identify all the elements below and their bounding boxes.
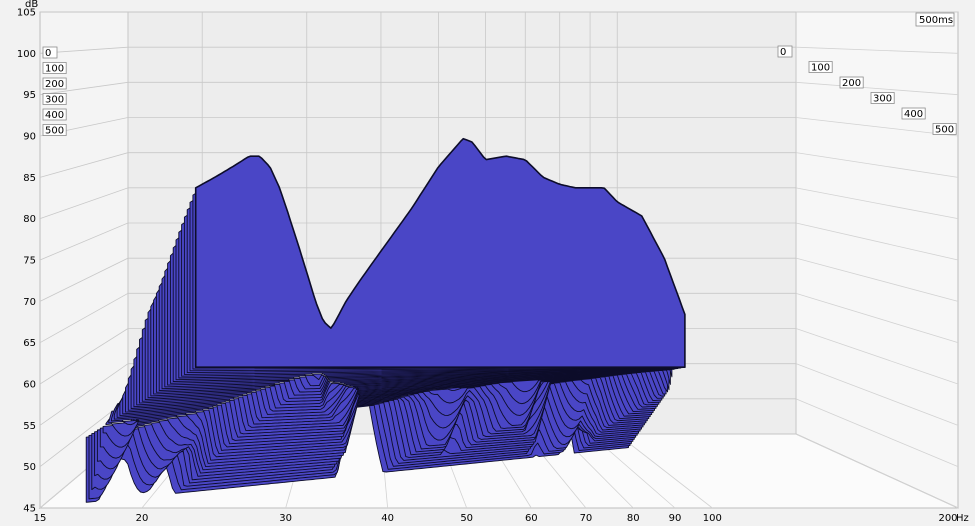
y-tick-label: 60 bbox=[23, 380, 36, 391]
time-label-right: 0 bbox=[780, 47, 786, 58]
x-tick-label: 40 bbox=[381, 513, 394, 524]
decay-slices bbox=[85, 137, 686, 503]
x-tick-label: 70 bbox=[580, 513, 593, 524]
axis-labels: dB Hz 45 50 55 60 65 70 75 80 85 90 95 100 105 15 20 30… bbox=[17, 0, 969, 524]
time-label-right: 200 bbox=[842, 78, 861, 89]
x-tick-label: 30 bbox=[279, 513, 292, 524]
y-tick-label: 45 bbox=[23, 504, 36, 515]
time-label-right: 500 bbox=[935, 125, 954, 136]
time-label-left: 500 bbox=[45, 126, 64, 137]
y-tick-label: 80 bbox=[23, 214, 36, 225]
y-tick-label: 95 bbox=[23, 90, 36, 101]
y-axis-unit: dB bbox=[25, 0, 38, 10]
time-label-right: 100 bbox=[811, 63, 830, 74]
time-label-left: 100 bbox=[45, 64, 64, 75]
x-tick-label: 100 bbox=[703, 513, 722, 524]
time-label-right: 300 bbox=[873, 94, 892, 105]
x-tick-label: 20 bbox=[136, 513, 149, 524]
y-tick-label: 105 bbox=[17, 8, 36, 19]
y-tick-label: 55 bbox=[23, 421, 36, 432]
time-label-left: 200 bbox=[45, 79, 64, 90]
x-tick-label: 80 bbox=[627, 513, 640, 524]
y-tick-label: 90 bbox=[23, 132, 36, 143]
x-axis-unit: Hz bbox=[956, 513, 969, 524]
y-tick-label: 50 bbox=[23, 462, 36, 473]
y-tick-label: 75 bbox=[23, 256, 36, 267]
time-corner-label: 500ms bbox=[919, 15, 953, 26]
x-tick-label: 200 bbox=[938, 513, 957, 524]
x-tick-label: 50 bbox=[460, 513, 473, 524]
y-tick-label: 85 bbox=[23, 173, 36, 184]
time-label-right: 400 bbox=[904, 109, 923, 120]
x-tick-label: 15 bbox=[34, 513, 47, 524]
decay-slice bbox=[194, 137, 686, 368]
y-tick-label: 65 bbox=[23, 338, 36, 349]
time-label-left: 300 bbox=[45, 95, 64, 106]
x-tick-label: 90 bbox=[669, 513, 682, 524]
time-label-left: 0 bbox=[45, 48, 51, 59]
y-tick-label: 70 bbox=[23, 297, 36, 308]
time-label-left: 400 bbox=[45, 110, 64, 121]
x-tick-label: 60 bbox=[525, 513, 538, 524]
y-tick-label: 100 bbox=[17, 49, 36, 60]
